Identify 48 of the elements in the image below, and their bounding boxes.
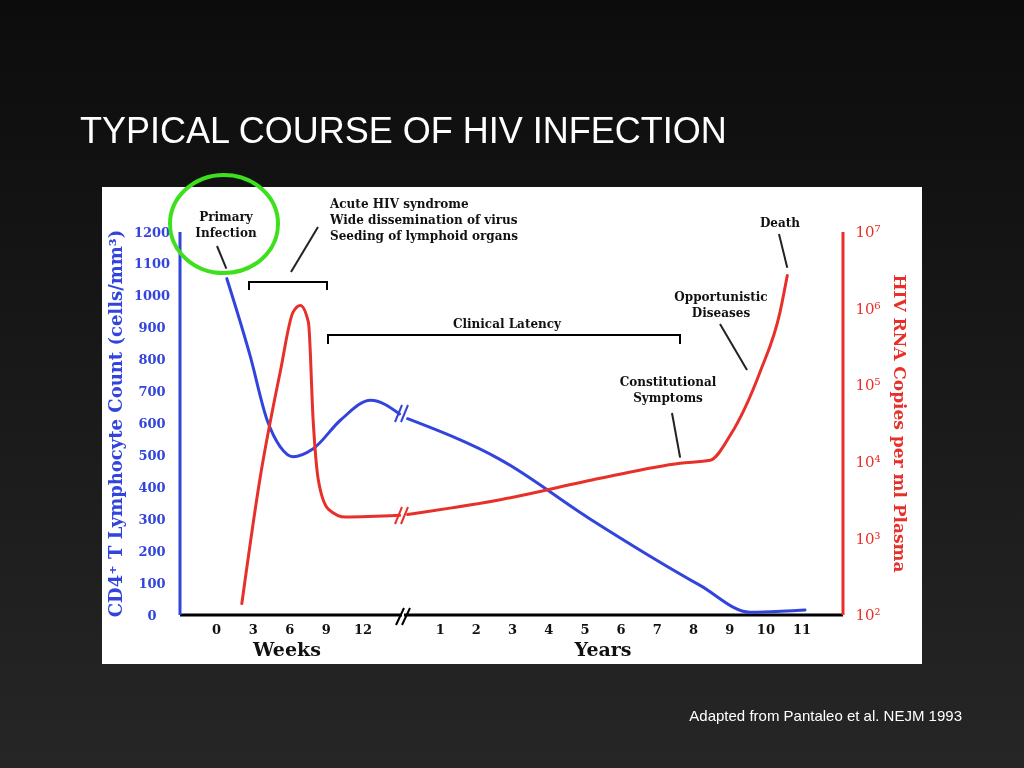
x-tick-label: 6 [616,622,626,637]
y-tick-label: 300 [138,511,166,527]
x-tick-label: 5 [580,622,590,637]
y-tick-label: 100 [138,575,166,591]
x-tick-label: 7 [652,622,662,637]
y-tick-label: 700 [138,384,166,400]
y2-tick-label: 10² [855,606,881,625]
x-tick-label: 0 [212,622,222,637]
x-tick-label: 9 [725,622,735,637]
x-tick-label: 10 [756,622,775,637]
annotation: Constitutional Symptoms [619,375,717,406]
x-tick-label: 8 [689,622,699,637]
annotation: Primary Infection [195,210,257,241]
annotation: Death [759,216,801,230]
x-tick-label: 2 [471,622,481,637]
y-tick-label: 500 [138,447,166,463]
x-tick-label: 3 [248,622,258,637]
line-series [225,277,403,459]
x-tick-label: 9 [321,622,331,637]
y2-tick-label: 10⁷ [855,223,881,242]
x-tick-label: 4 [544,622,554,637]
x-axis-title: Years [573,638,632,660]
y2-tick-label: 10⁵ [855,376,881,395]
x-axis-title: Weeks [252,638,321,660]
text: Adapted from Pantaleo et al. NEJM 1993 [689,707,962,724]
y2-tick-label: 10³ [855,529,881,548]
y-tick-label: 400 [138,479,166,495]
y-tick-label: 1100 [133,256,171,272]
annotation: Acute HIV syndrome Wide dissemination of virus Seeding of lymphoid organs [329,197,519,244]
y2-tick-label: 10⁶ [855,299,881,318]
y2-axis-title: HIV RNA Copies per ml Plasma [890,274,910,573]
y-tick-label: 200 [138,543,166,559]
y-tick-label: 1000 [133,288,171,304]
chart-title: TYPICAL COURSE OF HIV INFECTION [80,110,727,151]
x-tick-label: 12 [353,622,373,637]
y-tick-label: 800 [138,352,166,368]
annotation: Clinical Latency [452,317,563,331]
y-tick-label: 1200 [133,224,171,240]
y-axis-title: CD4⁺ T Lymphocyte Count (cells/mm³) [105,229,126,618]
x-tick-label: 11 [793,622,812,637]
y-tick-label: 900 [138,320,166,336]
x-tick-label: 3 [508,622,518,637]
y-tick-label: 0 [147,607,157,623]
x-tick-label: 6 [285,622,295,637]
y2-tick-label: 10⁴ [855,453,881,472]
y-tick-label: 600 [138,416,166,432]
annotation: Opportunistic Diseases [674,290,768,321]
x-tick-label: 1 [435,622,445,637]
